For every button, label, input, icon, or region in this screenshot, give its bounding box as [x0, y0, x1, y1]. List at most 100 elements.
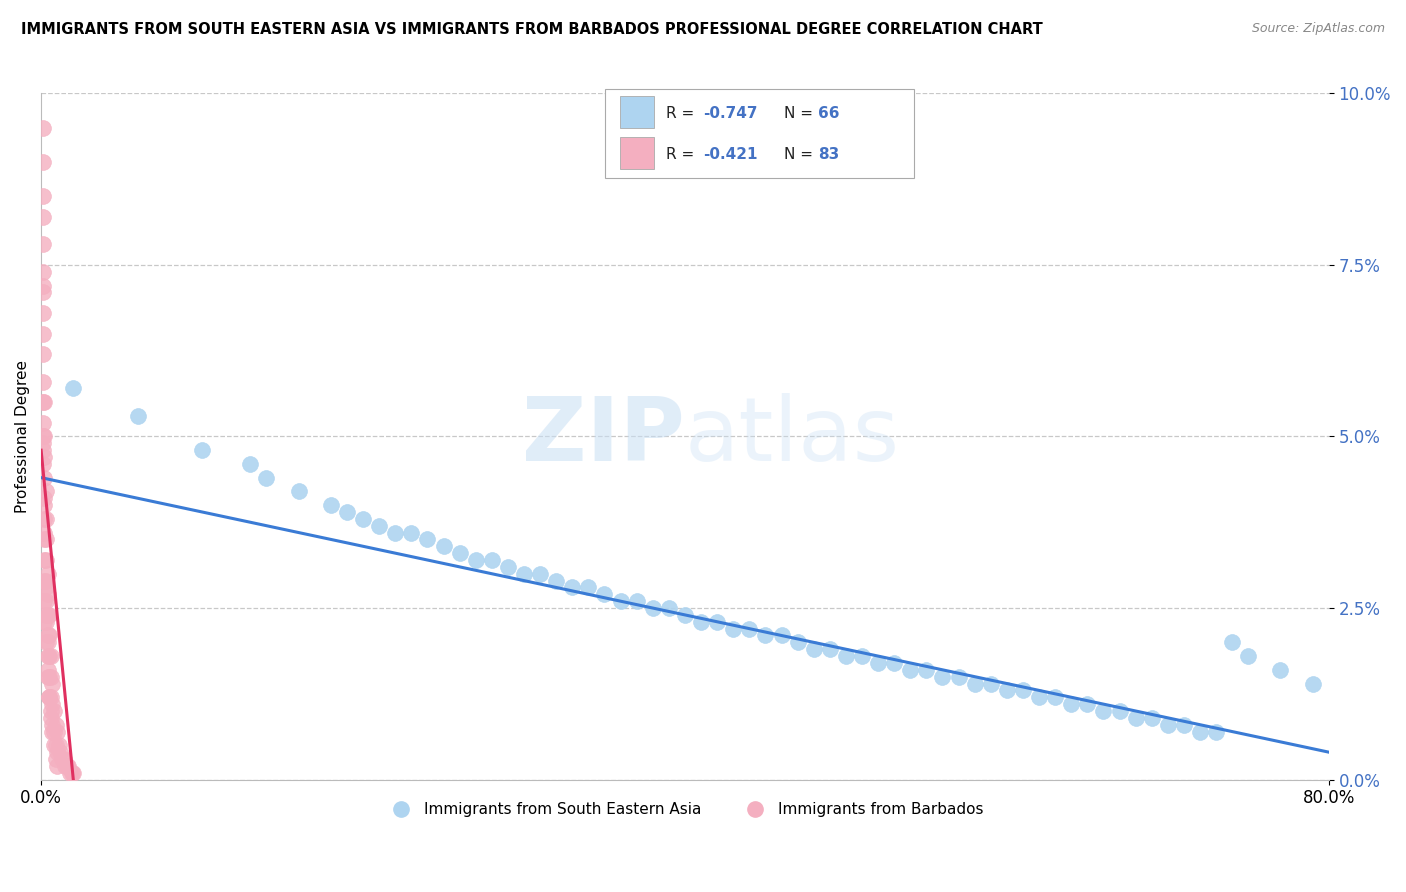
Point: [41, 697, 63, 711]
Point: [34, 470, 56, 484]
Point: [980, 676, 1002, 690]
Point: [835, 649, 858, 664]
Point: [41, 724, 63, 739]
Point: [352, 512, 374, 526]
Point: [706, 615, 728, 629]
Point: [1043, 690, 1066, 705]
Point: [39, 711, 62, 725]
Text: IMMIGRANTS FROM SOUTH EASTERN ASIA VS IMMIGRANTS FROM BARBADOS PROFESSIONAL DEGR: IMMIGRANTS FROM SOUTH EASTERN ASIA VS IM…: [21, 22, 1043, 37]
Point: [1220, 635, 1243, 649]
Point: [37, 607, 59, 622]
Point: [34, 512, 56, 526]
Point: [35, 484, 58, 499]
Point: [1157, 717, 1180, 731]
Point: [42, 739, 65, 753]
Point: [39, 704, 62, 718]
Point: [41, 676, 63, 690]
Point: [31, 326, 53, 341]
Point: [1108, 704, 1130, 718]
Point: [45, 739, 67, 753]
Point: [898, 663, 921, 677]
Point: [416, 533, 439, 547]
Point: [31, 155, 53, 169]
Text: R =: R =: [666, 106, 700, 120]
Point: [34, 574, 56, 588]
Point: [59, 765, 82, 780]
Point: [883, 656, 905, 670]
Point: [1125, 711, 1147, 725]
Point: [34, 491, 56, 506]
Point: [37, 663, 59, 677]
Text: N =: N =: [785, 106, 818, 120]
Point: [626, 594, 648, 608]
Point: [62, 381, 84, 395]
Point: [481, 553, 503, 567]
Text: -0.747: -0.747: [703, 106, 758, 120]
Point: [37, 566, 59, 581]
Point: [38, 628, 60, 642]
Point: [37, 635, 59, 649]
Point: [31, 285, 53, 300]
Point: [34, 553, 56, 567]
Point: [34, 533, 56, 547]
Point: [34, 498, 56, 512]
Point: [31, 436, 53, 450]
Point: [46, 724, 69, 739]
Point: [561, 581, 583, 595]
FancyBboxPatch shape: [620, 96, 654, 128]
Point: [191, 443, 214, 458]
Point: [35, 615, 58, 629]
Point: [803, 642, 825, 657]
Point: [37, 587, 59, 601]
Point: [48, 739, 70, 753]
Point: [723, 622, 745, 636]
Point: [336, 505, 359, 519]
Point: [34, 594, 56, 608]
Point: [31, 457, 53, 471]
Point: [56, 759, 79, 773]
Point: [31, 443, 53, 458]
Text: Source: ZipAtlas.com: Source: ZipAtlas.com: [1251, 22, 1385, 36]
FancyBboxPatch shape: [605, 89, 914, 178]
Point: [38, 690, 60, 705]
Point: [576, 581, 599, 595]
Point: [851, 649, 873, 664]
Point: [658, 601, 681, 615]
Point: [690, 615, 713, 629]
Point: [31, 278, 53, 293]
Point: [31, 416, 53, 430]
Point: [401, 525, 423, 540]
Point: [1302, 676, 1324, 690]
Point: [287, 484, 309, 499]
Point: [35, 533, 58, 547]
Point: [42, 704, 65, 718]
Point: [609, 594, 631, 608]
Text: 83: 83: [818, 147, 839, 161]
Point: [31, 237, 53, 252]
Point: [1270, 663, 1292, 677]
Point: [31, 265, 53, 279]
Point: [1028, 690, 1050, 705]
Point: [34, 450, 56, 464]
Point: [49, 745, 72, 759]
Point: [738, 622, 761, 636]
Point: [39, 649, 62, 664]
Point: [786, 635, 808, 649]
Point: [1173, 717, 1195, 731]
Point: [45, 752, 67, 766]
Text: ZIP: ZIP: [522, 393, 685, 480]
Point: [34, 429, 56, 443]
Point: [38, 690, 60, 705]
Point: [915, 663, 938, 677]
Text: N =: N =: [785, 147, 818, 161]
Point: [464, 553, 486, 567]
Point: [35, 581, 58, 595]
Legend: Immigrants from South Eastern Asia, Immigrants from Barbados: Immigrants from South Eastern Asia, Immi…: [380, 797, 990, 823]
Point: [673, 607, 696, 622]
Point: [384, 525, 406, 540]
Point: [45, 717, 67, 731]
Point: [34, 615, 56, 629]
Point: [35, 594, 58, 608]
Point: [34, 395, 56, 409]
FancyBboxPatch shape: [620, 137, 654, 169]
